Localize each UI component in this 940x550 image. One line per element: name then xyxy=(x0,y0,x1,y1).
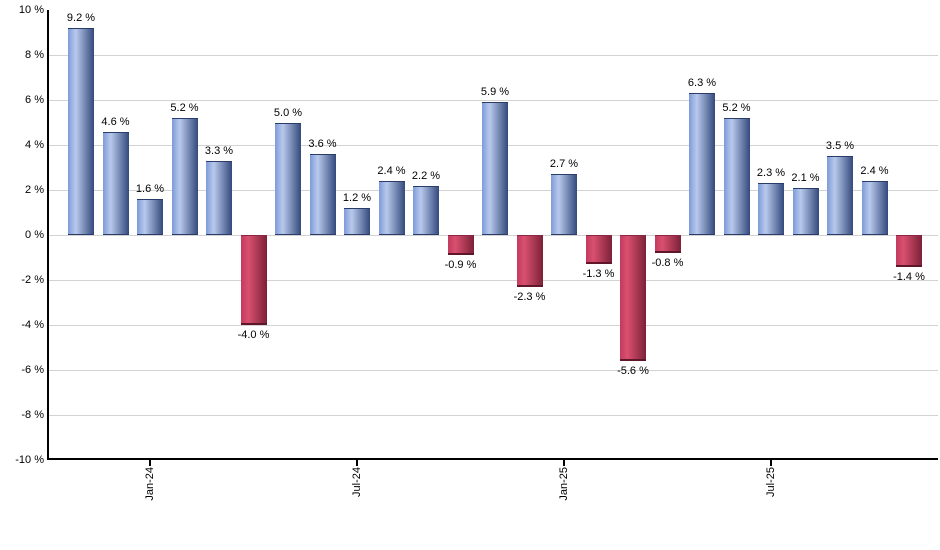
y-axis-label: 4 % xyxy=(25,139,44,151)
bar-Dec-24 xyxy=(516,235,543,287)
gridline--2pct xyxy=(49,280,938,281)
bar-May-25 xyxy=(689,93,715,235)
y-axis-label: -6 % xyxy=(21,364,44,376)
bar-Nov-23 xyxy=(68,28,94,235)
bar-Sep-25 xyxy=(827,156,853,235)
x-axis-label-Jul-24: Jul-24 xyxy=(351,467,363,497)
gridline-8pct xyxy=(49,55,938,56)
y-axis-label: -8 % xyxy=(21,409,44,421)
bar-Oct-25 xyxy=(861,181,888,235)
bar-Aug-24 xyxy=(378,181,405,235)
bar-value-label: -1.4 % xyxy=(893,270,925,283)
bar-Oct-24 xyxy=(447,235,474,256)
bar-value-label: 5.9 % xyxy=(480,86,510,99)
bar-value-label: -4.0 % xyxy=(237,329,270,341)
bar-Aug-25 xyxy=(792,187,819,235)
bar-value-label: 5.2 % xyxy=(170,102,199,114)
x-axis-label-Jan-24: Jan-24 xyxy=(144,467,156,501)
bar-Feb-25 xyxy=(585,235,612,265)
gridline--4pct xyxy=(49,325,938,326)
y-axis-label: -4 % xyxy=(21,319,44,331)
y-axis-line xyxy=(47,10,49,460)
bar-value-label: -2.3 % xyxy=(513,290,546,303)
bar-value-label: -5.6 % xyxy=(617,365,649,377)
y-axis-label: -10 % xyxy=(15,454,44,466)
y-axis-label: 2 % xyxy=(25,184,44,196)
bar-value-label: 2.4 % xyxy=(860,165,889,177)
bar-value-label: 4.6 % xyxy=(101,115,130,128)
bar-Jan-24 xyxy=(137,199,163,235)
bar-value-label: 9.2 % xyxy=(66,12,96,24)
x-axis-label-Jul-25: Jul-25 xyxy=(765,467,777,497)
bar-value-label: 6.3 % xyxy=(687,77,717,90)
bar-value-label: 2.7 % xyxy=(549,158,579,171)
gridline--8pct xyxy=(49,415,938,416)
bar-value-label: -0.8 % xyxy=(651,257,684,269)
x-axis-tick-Jul-25 xyxy=(770,458,772,466)
bar-value-label: 2.3 % xyxy=(756,167,786,180)
bar-value-label: 5.0 % xyxy=(273,106,303,119)
bar-value-label: 1.2 % xyxy=(342,192,372,204)
bar-Apr-25 xyxy=(654,235,681,253)
bar-Jul-24 xyxy=(344,208,370,235)
bar-Dec-23 xyxy=(102,131,129,235)
bar-Jul-25 xyxy=(758,183,784,235)
gridline-6pct xyxy=(49,100,938,101)
bar-Nov-25 xyxy=(896,235,922,267)
bar-value-label: -1.3 % xyxy=(582,268,615,281)
bar-value-label: 2.2 % xyxy=(411,169,441,182)
bar-Nov-24 xyxy=(482,102,508,235)
gridline-0pct xyxy=(49,235,938,236)
x-axis-label-Jan-25: Jan-25 xyxy=(558,467,570,501)
bar-value-label: 5.2 % xyxy=(722,102,751,114)
bar-Jun-24 xyxy=(309,154,336,235)
bar-value-label: 2.1 % xyxy=(791,171,820,184)
x-axis-line xyxy=(47,458,938,460)
bar-value-label: -0.9 % xyxy=(444,259,477,272)
bar-Jun-25 xyxy=(723,118,750,235)
bar-Apr-24 xyxy=(240,235,267,325)
y-axis-label: 0 % xyxy=(25,229,44,241)
bar-value-label: 2.4 % xyxy=(377,165,406,177)
bar-Mar-25 xyxy=(620,235,646,361)
plot-area: 9.2 % 4.6 % 1.6 % 5.2 % 3.3 % -4.0 % 5.0 % 3.6 … xyxy=(47,10,938,466)
y-axis-label: 8 % xyxy=(25,49,44,61)
bar-Mar-24 xyxy=(206,160,232,235)
y-axis-label: 10 % xyxy=(18,4,44,16)
y-axis-label: -2 % xyxy=(21,274,44,286)
bar-Sep-24 xyxy=(413,185,439,235)
bar-value-label: 3.3 % xyxy=(204,144,234,157)
bar-Feb-24 xyxy=(171,118,198,235)
bar-May-24 xyxy=(275,122,301,235)
x-axis-tick-Jan-25 xyxy=(563,458,565,466)
gridline--6pct xyxy=(49,370,938,371)
y-axis-label: 6 % xyxy=(25,94,44,106)
bar-Jan-25 xyxy=(551,174,577,235)
x-axis-tick-Jul-24 xyxy=(356,458,358,466)
bar-value-label: 3.6 % xyxy=(308,138,337,150)
bar-value-label: 1.6 % xyxy=(135,183,165,195)
x-axis-tick-Jan-24 xyxy=(149,458,151,466)
bar-value-label: 3.5 % xyxy=(825,140,855,153)
